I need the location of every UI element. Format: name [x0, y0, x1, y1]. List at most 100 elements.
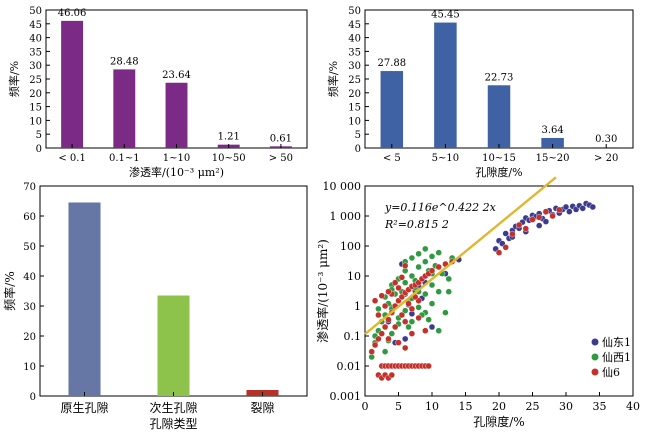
y-tick-label: 0 [36, 144, 42, 155]
data-point [381, 302, 389, 310]
data-point [371, 341, 379, 349]
x-tick-label: 35 [593, 400, 607, 413]
data-point [536, 214, 543, 221]
data-label: 46.06 [58, 8, 87, 19]
data-point [368, 348, 375, 355]
data-label: 23.64 [162, 70, 191, 81]
y-tick-label: 0.001 [330, 390, 362, 403]
data-point [556, 206, 563, 214]
bar [165, 82, 188, 148]
x-tick-label: 15 [459, 400, 473, 413]
data-point [425, 362, 432, 370]
y-tick-label: 50 [23, 242, 36, 253]
data-point [415, 250, 422, 257]
data-point [428, 323, 436, 331]
data-point [566, 208, 573, 215]
data-point [415, 263, 422, 271]
legend-label: 仙6 [602, 366, 620, 379]
data-point [435, 249, 442, 256]
data-label: 28.48 [110, 56, 139, 67]
y-tick-label: 20 [23, 332, 36, 343]
y-tick-label: 30 [29, 61, 42, 72]
x-tick-label: 1~10 [163, 153, 190, 164]
x-axis-label: 渗透率/(10⁻³ μm²) [129, 165, 224, 179]
y-tick-label: 0 [30, 392, 36, 403]
data-point [408, 305, 416, 313]
bar [541, 137, 564, 148]
x-tick-label: 5 [395, 400, 402, 413]
chart-permeability-frequency: 0 5 10 15 20 25 30 35 40 45 50 < 0.1 46.06 0.1~1 28.48… [7, 6, 308, 179]
data-label: 0.61 [270, 133, 292, 144]
data-point [428, 253, 436, 260]
x-axis-label: 孔隙类型 [149, 417, 197, 431]
data-point [428, 281, 436, 289]
fit-equation: y=0.116e^0.422 2x [384, 201, 497, 214]
y-tick-label: 60 [23, 212, 36, 223]
y-tick-label: 40 [29, 34, 42, 45]
data-point [522, 225, 529, 232]
bar [61, 20, 84, 149]
x-tick-label: 0.1~1 [109, 153, 140, 164]
data-point [542, 208, 550, 215]
data-label: 45.45 [431, 10, 460, 21]
y-axis-label: 渗透率/(10⁻³ μm²) [315, 239, 330, 343]
y-tick-label: 20 [348, 89, 361, 100]
data-point [378, 292, 385, 299]
data-point [398, 293, 406, 301]
data-point [385, 288, 392, 295]
legend-marker [591, 368, 599, 376]
data-point [435, 263, 442, 271]
y-tick-label: 10 [347, 270, 361, 283]
x-tick-label: 10~50 [212, 153, 246, 164]
y-tick-label: 25 [29, 75, 42, 86]
data-point [402, 335, 409, 343]
data-point [405, 300, 412, 307]
data-point [402, 279, 409, 286]
x-tick-label: 裂隙 [250, 401, 274, 415]
data-point [442, 309, 449, 316]
y-axis-label: 频率/% [7, 61, 21, 97]
data-point [381, 323, 389, 331]
data-label: 0.30 [595, 134, 617, 145]
data-point [542, 218, 550, 225]
x-tick-label: 25 [526, 400, 540, 413]
data-point [402, 262, 409, 269]
y-tick-label: 0 [355, 144, 361, 155]
y-tick-label: 0.1 [344, 330, 362, 343]
y-tick-label: 40 [348, 34, 361, 45]
data-point [388, 330, 395, 337]
y-tick-label: 25 [348, 75, 361, 86]
y-tick-label: 50 [29, 6, 42, 17]
y-tick-label: 15 [29, 103, 42, 114]
data-point [509, 230, 516, 238]
legend-label: 仙西1 [602, 351, 631, 364]
data-point [562, 203, 570, 211]
legend-marker [591, 338, 599, 346]
x-tick-label: 5~10 [432, 153, 459, 164]
data-label: 1.21 [218, 132, 240, 143]
y-tick-label: 10 000 [323, 180, 362, 193]
data-point [385, 316, 392, 323]
data-point [415, 304, 422, 311]
y-tick-label: 5 [36, 130, 42, 141]
data-point [549, 212, 556, 220]
data-point [435, 288, 442, 295]
legend-marker [591, 353, 599, 361]
y-tick-label: 40 [23, 272, 36, 283]
x-tick-label: > 20 [594, 153, 618, 164]
data-point [378, 330, 385, 337]
data-point [408, 318, 416, 325]
x-tick-label: 30 [559, 400, 573, 413]
y-tick-label: 5 [355, 130, 361, 141]
data-point [395, 339, 402, 346]
data-point [398, 274, 406, 281]
x-tick-label: 10~15 [482, 153, 516, 164]
data-point [579, 205, 586, 212]
y-tick-label: 50 [348, 6, 361, 17]
data-point [408, 254, 416, 262]
x-tick-label: 15~20 [536, 153, 570, 164]
y-tick-label: 10 [23, 362, 36, 373]
data-point [388, 371, 395, 379]
data-point [445, 275, 452, 283]
